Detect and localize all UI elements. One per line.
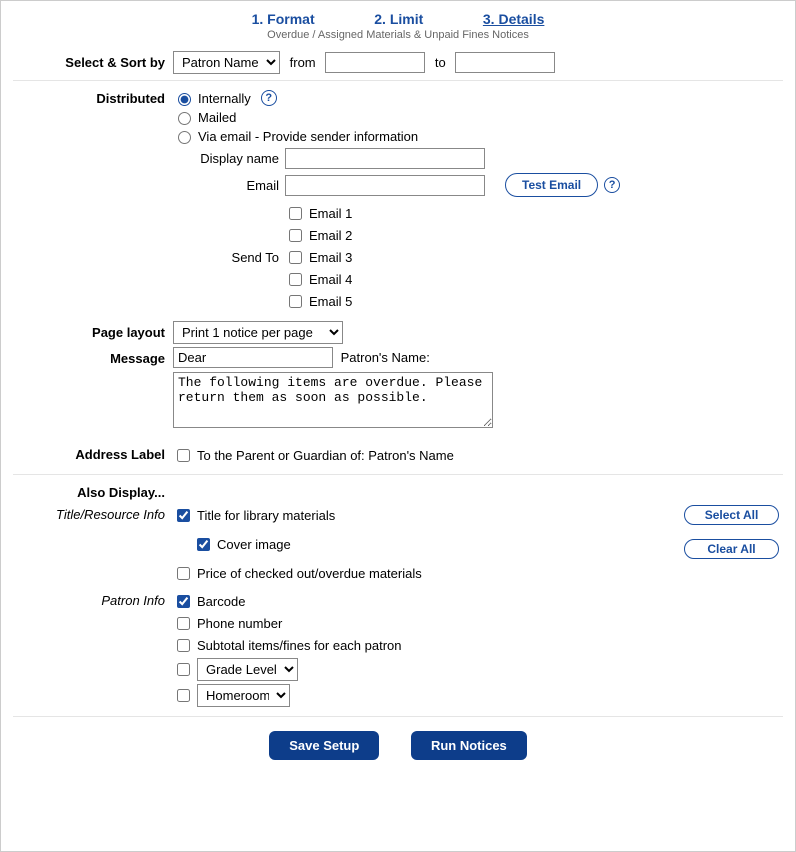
- label-to: to: [435, 55, 446, 70]
- test-email-button[interactable]: Test Email: [505, 173, 598, 197]
- check-barcode-label: Barcode: [197, 594, 245, 609]
- radio-internally-label: Internally: [198, 91, 251, 106]
- subtitle: Overdue / Assigned Materials & Unpaid Fi…: [13, 29, 783, 41]
- check-barcode[interactable]: [177, 595, 190, 608]
- homeroom-select[interactable]: Homeroom: [197, 684, 290, 707]
- label-title-resource-info: Title/Resource Info: [13, 503, 173, 522]
- notices-details-panel: 1. Format 2. Limit 3. Details Overdue / …: [0, 0, 796, 852]
- sort-by-select[interactable]: Patron Name: [173, 51, 280, 74]
- label-send-to: Send To: [189, 250, 279, 265]
- check-price-label: Price of checked out/overdue materials: [197, 566, 422, 581]
- radio-mailed[interactable]: [178, 112, 191, 125]
- label-select-sort: Select & Sort by: [13, 51, 173, 70]
- check-phone[interactable]: [177, 617, 190, 630]
- check-email1-label: Email 1: [309, 206, 352, 221]
- step-format[interactable]: 1. Format: [252, 11, 315, 27]
- email-input[interactable]: [285, 175, 485, 196]
- page-layout-select[interactable]: Print 1 notice per page: [173, 321, 343, 344]
- check-subtotal-label: Subtotal items/fines for each patron: [197, 638, 402, 653]
- label-patron-info: Patron Info: [13, 589, 173, 608]
- check-email2-label: Email 2: [309, 228, 352, 243]
- label-distributed: Distributed: [13, 87, 173, 106]
- radio-via-email[interactable]: [178, 131, 191, 144]
- check-email5[interactable]: [289, 295, 302, 308]
- to-input[interactable]: [455, 52, 555, 73]
- check-email1[interactable]: [289, 207, 302, 220]
- grade-level-select[interactable]: Grade Level: [197, 658, 298, 681]
- check-email3-label: Email 3: [309, 250, 352, 265]
- label-page-layout: Page layout: [13, 321, 173, 340]
- check-email4-label: Email 4: [309, 272, 352, 287]
- help-test-email-icon[interactable]: ?: [604, 177, 620, 193]
- label-email: Email: [189, 178, 279, 193]
- run-notices-button[interactable]: Run Notices: [411, 731, 527, 760]
- from-input[interactable]: [325, 52, 425, 73]
- check-price[interactable]: [177, 567, 190, 580]
- check-cover-image-label: Cover image: [217, 537, 291, 552]
- label-patrons-name: Patron's Name:: [341, 350, 430, 365]
- help-internally-icon[interactable]: ?: [261, 90, 277, 106]
- label-message: Message: [13, 347, 173, 366]
- select-all-button[interactable]: Select All: [684, 505, 779, 525]
- radio-internally[interactable]: [178, 93, 191, 106]
- check-phone-label: Phone number: [197, 616, 282, 631]
- check-email4[interactable]: [289, 273, 302, 286]
- message-body-textarea[interactable]: [173, 372, 493, 428]
- label-also-display: Also Display...: [13, 481, 173, 500]
- label-address-label: Address Label: [13, 443, 173, 462]
- check-title-lib[interactable]: [177, 509, 190, 522]
- check-to-parent-label: To the Parent or Guardian of: Patron's N…: [197, 448, 454, 463]
- check-grade-level[interactable]: [177, 663, 190, 676]
- wizard-steps: 1. Format 2. Limit 3. Details: [13, 11, 783, 27]
- check-email5-label: Email 5: [309, 294, 352, 309]
- radio-via-email-label: Via email - Provide sender information: [198, 129, 418, 144]
- save-setup-button[interactable]: Save Setup: [269, 731, 379, 760]
- clear-all-button[interactable]: Clear All: [684, 539, 779, 559]
- step-details[interactable]: 3. Details: [483, 11, 544, 27]
- check-subtotal[interactable]: [177, 639, 190, 652]
- step-limit[interactable]: 2. Limit: [374, 11, 423, 27]
- check-homeroom[interactable]: [177, 689, 190, 702]
- display-name-input[interactable]: [285, 148, 485, 169]
- label-display-name: Display name: [189, 151, 279, 166]
- check-email2[interactable]: [289, 229, 302, 242]
- radio-mailed-label: Mailed: [198, 110, 236, 125]
- check-cover-image[interactable]: [197, 538, 210, 551]
- check-to-parent[interactable]: [177, 449, 190, 462]
- check-title-lib-label: Title for library materials: [197, 508, 335, 523]
- label-from: from: [290, 55, 316, 70]
- check-email3[interactable]: [289, 251, 302, 264]
- message-greeting-input[interactable]: [173, 347, 333, 368]
